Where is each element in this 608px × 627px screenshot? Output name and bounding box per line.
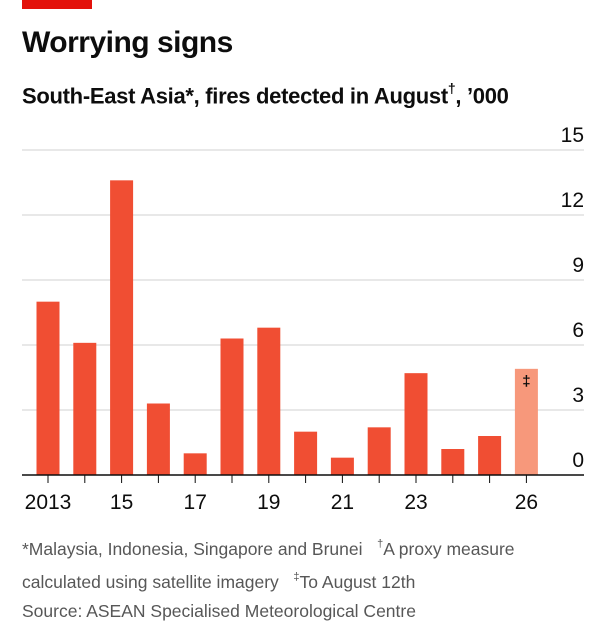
- bar-2016: [146, 403, 170, 475]
- bar-2022: [367, 427, 391, 475]
- footnotes: *Malaysia, Indonesia, Singapore and Brun…: [22, 531, 592, 626]
- y-tick-label: 0: [572, 449, 584, 472]
- bar-2023: [404, 373, 428, 475]
- y-tick-label: 3: [572, 384, 584, 407]
- bar-2015: [110, 180, 134, 476]
- x-tick-label: 17: [184, 491, 207, 514]
- footnote-line-2: calculated using satellite imagery ‡To A…: [22, 564, 592, 597]
- bar-2020: [294, 431, 318, 475]
- footnote-proxy-cont: calculated using satellite imagery: [22, 571, 279, 592]
- x-tick-label: 19: [257, 491, 280, 514]
- x-tick-label: 26: [515, 491, 538, 514]
- x-tick-label: 2013: [25, 491, 72, 514]
- y-tick-label: 9: [572, 254, 584, 277]
- footnote-source: Source: ASEAN Specialised Meteorological…: [22, 600, 416, 621]
- bar-2026: [514, 368, 538, 475]
- x-tick-label: 23: [404, 491, 427, 514]
- subtitle-unit: , ’000: [455, 83, 509, 109]
- footnote-double-dagger: ‡: [293, 570, 300, 583]
- bar-2013: [36, 301, 60, 475]
- y-tick-label: 6: [572, 319, 584, 342]
- subtitle-text: South-East Asia*, fires detected in Augu…: [22, 83, 448, 109]
- bar-2025: [478, 436, 502, 475]
- footnote-countries: *Malaysia, Indonesia, Singapore and Brun…: [22, 538, 363, 559]
- bar-2019: [257, 327, 281, 475]
- chart-subtitle: South-East Asia*, fires detected in Augu…: [22, 80, 509, 109]
- footnote-proxy: A proxy measure: [383, 538, 515, 559]
- bar-2017: [183, 453, 207, 475]
- x-tick-label: 15: [110, 491, 133, 514]
- x-tick-label: 21: [331, 491, 354, 514]
- footnote-partial: To August 12th: [299, 571, 416, 592]
- bar-2014: [73, 342, 97, 475]
- y-tick-label: 12: [561, 189, 584, 212]
- footnote-line-1: *Malaysia, Indonesia, Singapore and Brun…: [22, 531, 592, 564]
- partial-data-mark: ‡: [522, 373, 530, 390]
- bar-2018: [220, 338, 244, 475]
- bar-2021: [330, 457, 354, 475]
- brand-accent-bar: [22, 0, 92, 9]
- footnote-dagger: †: [377, 538, 384, 550]
- bar-2024: [441, 449, 465, 475]
- subtitle-dagger: †: [447, 80, 456, 96]
- chart-title: Worrying signs: [22, 26, 233, 59]
- y-tick-label: 15: [561, 124, 584, 147]
